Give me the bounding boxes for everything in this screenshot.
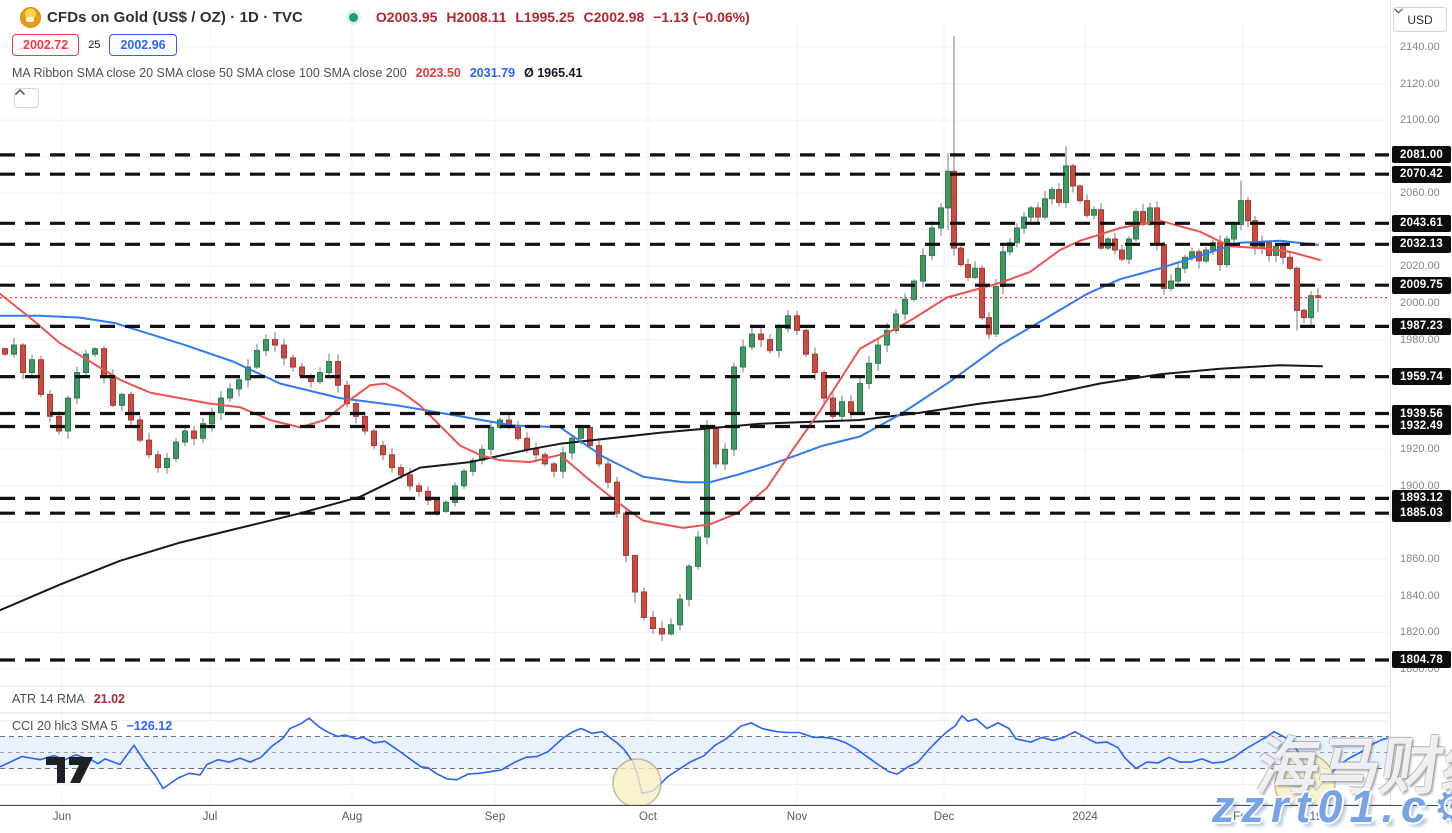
time-tick-label: Oct — [639, 811, 657, 823]
symbol-title[interactable]: CFDs on Gold (US$ / OZ) · 1D · TVC — [47, 8, 303, 26]
atr-label: ATR 14 RMA — [12, 692, 85, 706]
price-tick-label: 2120.00 — [1400, 77, 1440, 90]
currency-label: USD — [1407, 12, 1433, 27]
time-tick-label: Jul — [202, 811, 218, 823]
chevron-up-icon — [15, 89, 25, 95]
ohlc-values: O2003.95 H2008.11 L1995.25 C2002.98 −1.13 (−… — [376, 9, 759, 25]
time-tick-label: 2024 — [1072, 811, 1098, 823]
ohlc-value: −1.13 (−0.06%) — [653, 9, 750, 25]
tradingview-logo[interactable] — [46, 757, 93, 783]
price-level-tag: 2043.61 — [1392, 214, 1451, 232]
collapse-legend-button[interactable] — [14, 88, 39, 108]
spread-value: 25 — [88, 39, 101, 51]
price-level-tag: 1939.56 — [1392, 405, 1451, 423]
price-tick-label: 2000.00 — [1400, 297, 1440, 309]
time-axis[interactable]: Jun Jul Aug Sep Oct Nov Dec 2024 Feb 19 — [0, 806, 1452, 833]
candlestick-series — [2, 36, 1321, 641]
price-tick-label: 2020.00 — [1400, 260, 1440, 273]
price-level-tag: 1959.74 — [1392, 368, 1451, 386]
time-tick-label: Sep — [484, 811, 506, 823]
price-level-tag: 2070.42 — [1392, 165, 1451, 183]
price-level-tag: 1804.78 — [1392, 651, 1451, 669]
cci-indicator-legend[interactable]: CCI 20 hlc3 SMA 5 −126.12 — [12, 719, 172, 733]
ma-ribbon-label: MA Ribbon SMA close 20 SMA close 50 SMA … — [12, 66, 407, 80]
stamp-watermark — [612, 758, 662, 808]
cci-line — [0, 714, 1389, 795]
ma-sma20-value: 2023.50 — [415, 66, 461, 80]
ohlc-value: L1995.25 — [515, 9, 575, 25]
price-tick-label: 1840.00 — [1400, 589, 1440, 602]
market-status-icon[interactable] — [348, 12, 358, 22]
sell-price-button[interactable]: 2002.72 — [12, 34, 80, 56]
price-tick-label: 2060.00 — [1400, 187, 1440, 200]
support-resistance-lines[interactable] — [0, 153, 1389, 662]
price-axis[interactable]: 2140.00 2120.00 2100.00 2060.00 2020.00 2000.… — [1390, 0, 1452, 805]
ohlc-value: H2008.11 — [446, 9, 507, 25]
ma-ribbon-legend[interactable]: MA Ribbon SMA close 20 SMA close 50 SMA … — [12, 66, 582, 80]
price-tick-label: 1860.00 — [1400, 553, 1440, 565]
cci-label: CCI 20 hlc3 SMA 5 — [12, 719, 118, 733]
price-level-tag: 2032.13 — [1392, 235, 1451, 253]
currency-selector[interactable]: USD — [1393, 7, 1447, 32]
time-tick-label: Dec — [933, 811, 955, 823]
price-tick-label: 1980.00 — [1400, 333, 1440, 346]
time-tick-label: 19 — [1309, 811, 1323, 823]
time-tick-label: Jun — [52, 811, 72, 823]
sma200-line — [0, 364, 1323, 612]
sma20-line — [0, 219, 1321, 529]
ohlc-value: O2003.95 — [375, 9, 438, 25]
cci-value: −126.12 — [126, 719, 173, 733]
price-tick-label: 1820.00 — [1400, 626, 1440, 639]
ma-sma50-value: 2031.79 — [469, 66, 516, 80]
price-level-tag: 1987.23 — [1392, 317, 1451, 335]
time-tick-label: Feb — [1233, 811, 1253, 823]
price-tick-label: 1920.00 — [1400, 443, 1440, 456]
price-tick-label: 1900.00 — [1400, 479, 1440, 492]
price-level-tag: 1932.49 — [1392, 417, 1451, 435]
atr-indicator-legend[interactable]: ATR 14 RMA 21.02 — [12, 692, 125, 706]
sma50-line — [0, 239, 1319, 484]
time-tick-label: Aug — [341, 811, 363, 823]
buy-price-button[interactable]: 2002.96 — [109, 34, 177, 56]
ohlc-value: C2002.98 — [583, 9, 645, 25]
time-tick-label: Nov — [786, 811, 808, 823]
price-level-tag: 1885.03 — [1392, 504, 1451, 522]
gold-symbol-icon — [20, 6, 41, 28]
price-tick-label: 2100.00 — [1400, 114, 1440, 127]
atr-value: 21.02 — [93, 692, 125, 706]
chevron-down-icon — [1394, 8, 1403, 14]
price-level-tag: 1893.12 — [1392, 489, 1451, 507]
price-level-tag: 2081.00 — [1392, 146, 1451, 164]
quote-row: 2002.72 25 2002.96 — [12, 34, 177, 56]
price-level-tag: 2009.75 — [1392, 276, 1451, 294]
price-tick-label: 2140.00 — [1400, 41, 1440, 53]
ma-average-value: Ø 1965.41 — [524, 66, 583, 80]
symbol-legend[interactable]: CFDs on Gold (US$ / OZ) · 1D · TVC O2003… — [20, 5, 759, 29]
